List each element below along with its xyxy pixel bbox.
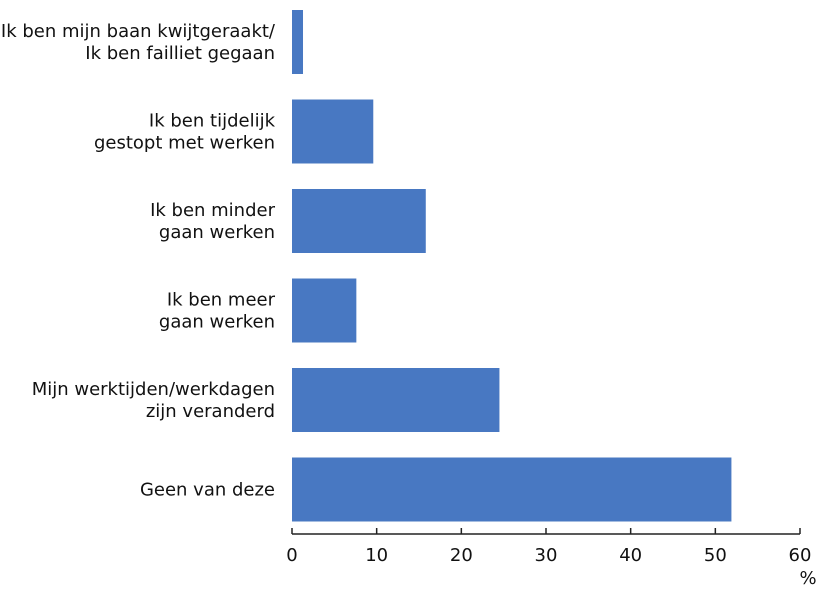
category-label-0-1: Ik ben failliet gegaan <box>85 43 275 64</box>
x-tick-label-60: 60 <box>789 545 812 566</box>
category-labels: Ik ben mijn baan kwijtgeraakt/Ik ben fai… <box>1 21 276 501</box>
x-tick-label-30: 30 <box>535 545 558 566</box>
bar-3 <box>292 278 357 343</box>
x-axis-unit-label: % <box>799 568 816 589</box>
x-tick-label-50: 50 <box>704 545 727 566</box>
bar-1 <box>292 99 374 164</box>
category-label-5-0: Geen van deze <box>140 480 275 501</box>
category-label-2-1: gaan werken <box>159 222 275 243</box>
bar-5 <box>292 457 732 522</box>
category-label-3-1: gaan werken <box>159 312 275 333</box>
category-label-1-0: Ik ben tijdelijk <box>149 111 276 132</box>
category-label-3-0: Ik ben meer <box>167 290 276 311</box>
bars-layer <box>292 10 732 522</box>
x-tick-label-0: 0 <box>286 545 297 566</box>
x-tick-label-10: 10 <box>365 545 388 566</box>
category-label-4-0: Mijn werktijden/werkdagen <box>32 379 275 400</box>
bar-0 <box>292 10 304 74</box>
category-label-1-1: gestopt met werken <box>94 133 275 154</box>
category-label-2-0: Ik ben minder <box>150 200 276 221</box>
bar-4 <box>292 368 500 432</box>
category-label-4-1: zijn veranderd <box>146 401 275 422</box>
bar-2 <box>292 189 426 253</box>
x-tick-label-20: 20 <box>450 545 473 566</box>
x-tick-label-40: 40 <box>619 545 642 566</box>
category-label-0-0: Ik ben mijn baan kwijtgeraakt/ <box>1 21 276 42</box>
x-axis: 0 10 20 30 40 50 60 <box>286 528 811 566</box>
